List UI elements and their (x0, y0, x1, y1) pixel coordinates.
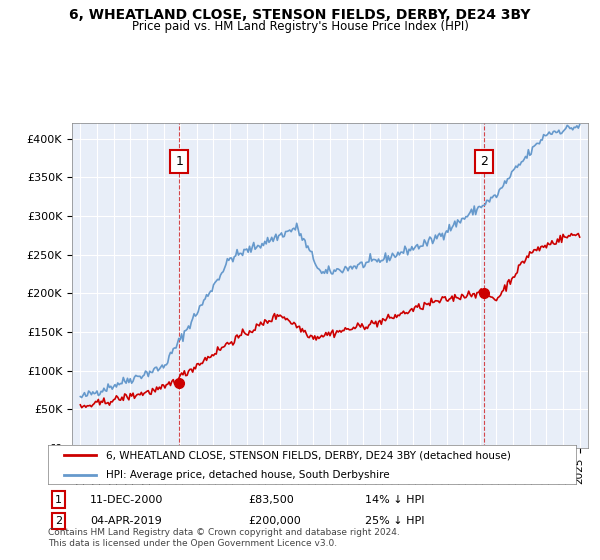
Text: Price paid vs. HM Land Registry's House Price Index (HPI): Price paid vs. HM Land Registry's House … (131, 20, 469, 32)
Text: £200,000: £200,000 (248, 516, 301, 526)
Text: 25% ↓ HPI: 25% ↓ HPI (365, 516, 424, 526)
Text: 04-APR-2019: 04-APR-2019 (90, 516, 162, 526)
Text: 2: 2 (480, 155, 488, 169)
Text: 11-DEC-2000: 11-DEC-2000 (90, 494, 164, 505)
Text: 6, WHEATLAND CLOSE, STENSON FIELDS, DERBY, DE24 3BY: 6, WHEATLAND CLOSE, STENSON FIELDS, DERB… (69, 8, 531, 22)
Text: 1: 1 (55, 494, 62, 505)
Text: Contains HM Land Registry data © Crown copyright and database right 2024.
This d: Contains HM Land Registry data © Crown c… (48, 528, 400, 548)
Text: 14% ↓ HPI: 14% ↓ HPI (365, 494, 424, 505)
Text: HPI: Average price, detached house, South Derbyshire: HPI: Average price, detached house, Sout… (106, 470, 390, 479)
Text: 2: 2 (55, 516, 62, 526)
Text: £83,500: £83,500 (248, 494, 295, 505)
Text: 1: 1 (175, 155, 183, 169)
Text: 6, WHEATLAND CLOSE, STENSON FIELDS, DERBY, DE24 3BY (detached house): 6, WHEATLAND CLOSE, STENSON FIELDS, DERB… (106, 450, 511, 460)
